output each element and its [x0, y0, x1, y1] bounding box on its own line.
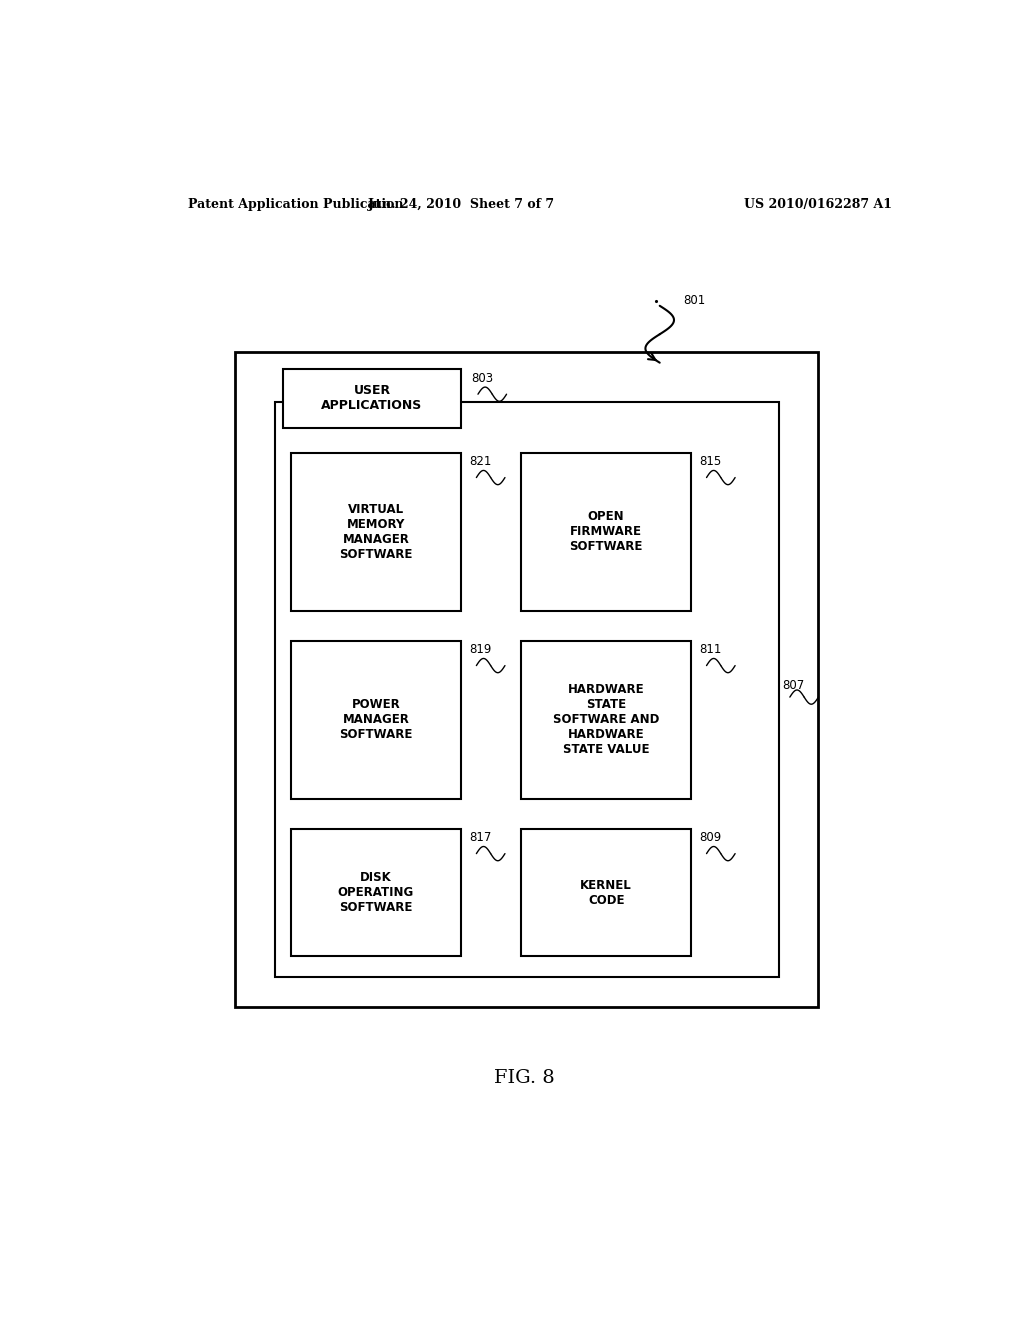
Text: 815: 815 [699, 455, 722, 469]
Bar [521, 453, 691, 611]
Bar [283, 368, 461, 428]
Bar [521, 829, 691, 956]
Text: 801: 801 [684, 294, 706, 308]
Text: 819: 819 [469, 643, 492, 656]
Text: 811: 811 [699, 643, 722, 656]
Text: 803: 803 [471, 372, 493, 385]
Text: 821: 821 [469, 455, 492, 469]
Bar [236, 351, 818, 1007]
Text: Patent Application Publication: Patent Application Publication [187, 198, 403, 211]
Text: Jun. 24, 2010  Sheet 7 of 7: Jun. 24, 2010 Sheet 7 of 7 [368, 198, 555, 211]
Bar [291, 642, 461, 799]
Text: OPEN
FIRMWARE
SOFTWARE: OPEN FIRMWARE SOFTWARE [569, 511, 643, 553]
Bar [291, 453, 461, 611]
Text: POWER
MANAGER
SOFTWARE: POWER MANAGER SOFTWARE [339, 698, 413, 742]
Bar [274, 403, 779, 977]
Text: US 2010/0162287 A1: US 2010/0162287 A1 [744, 198, 893, 211]
Text: 809: 809 [699, 832, 722, 845]
Text: USER
APPLICATIONS: USER APPLICATIONS [322, 384, 423, 412]
Text: HARDWARE
STATE
SOFTWARE AND
HARDWARE
STATE VALUE: HARDWARE STATE SOFTWARE AND HARDWARE STA… [553, 684, 659, 756]
Bar [291, 829, 461, 956]
Text: 807: 807 [782, 678, 805, 692]
Text: DISK
OPERATING
SOFTWARE: DISK OPERATING SOFTWARE [338, 871, 414, 915]
Text: VIRTUAL
MEMORY
MANAGER
SOFTWARE: VIRTUAL MEMORY MANAGER SOFTWARE [339, 503, 413, 561]
Text: FIG. 8: FIG. 8 [495, 1069, 555, 1088]
Bar [521, 642, 691, 799]
Text: 817: 817 [469, 832, 492, 845]
Text: KERNEL
CODE: KERNEL CODE [581, 879, 632, 907]
